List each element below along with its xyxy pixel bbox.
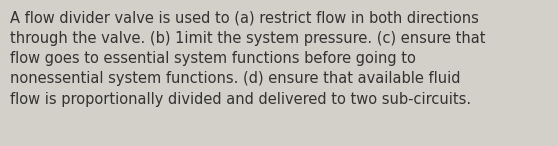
Text: A flow divider valve is used to (a) restrict flow in both directions
through the: A flow divider valve is used to (a) rest…	[10, 10, 485, 107]
